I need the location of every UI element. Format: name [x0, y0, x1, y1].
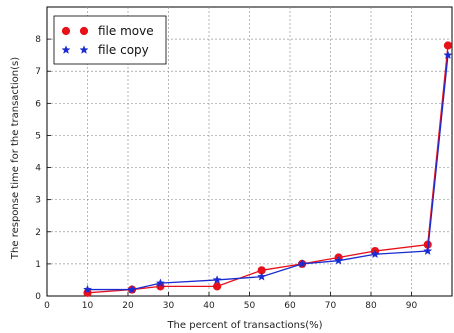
x-tick-label: 80 [365, 301, 377, 311]
x-tick-label: 30 [163, 301, 175, 311]
grid-lines [46, 7, 452, 297]
series-line-file-copy [87, 55, 449, 291]
legend-marker-file-move [79, 26, 89, 36]
y-tick-label: 1 [35, 260, 41, 270]
legend-marker-file-move [61, 26, 71, 36]
data-point-file-copy [155, 278, 165, 287]
y-tick-label: 7 [35, 67, 41, 77]
x-tick-label: 90 [406, 301, 418, 311]
y-tick-label: 5 [35, 131, 41, 141]
series-file-move [83, 41, 453, 297]
tick-labels: 0 10 20 30 40 50 60 70 80 90 0 1 2 3 4 5 6 7 8 [35, 35, 417, 311]
y-axis-label: The response time for the transaction(s) [10, 57, 21, 260]
data-point-file-copy [297, 259, 307, 268]
data-point-file-copy [127, 284, 137, 294]
legend-marker-file-copy [61, 45, 71, 54]
x-tick-label: 20 [122, 301, 134, 311]
legend-label-file-copy: file copy [98, 43, 149, 57]
data-point-file-move [443, 41, 453, 50]
data-point-file-copy [257, 271, 267, 281]
x-tick-label: 10 [82, 301, 94, 311]
x-tick-label: 60 [284, 301, 296, 311]
y-tick-label: 8 [35, 35, 41, 45]
x-tick-label: 40 [203, 301, 215, 311]
series-file-copy [82, 50, 453, 294]
data-point-file-copy [370, 249, 380, 259]
data-point-file-copy [423, 246, 433, 255]
y-tick-label: 0 [35, 292, 41, 302]
series-line-file-move [87, 45, 449, 294]
x-axis-label: The percent of transactions(%) [166, 320, 322, 331]
y-tick-label: 6 [35, 99, 41, 109]
data-point-file-move [213, 282, 222, 291]
y-tick-label: 4 [35, 164, 41, 174]
data-point-file-copy [82, 284, 93, 294]
legend-box [53, 15, 167, 65]
x-tick-label: 50 [244, 301, 256, 311]
y-tick-label: 2 [35, 228, 41, 238]
series-layer [82, 41, 453, 297]
x-tick-label: 0 [44, 301, 50, 311]
data-point-file-copy [212, 275, 222, 284]
y-tick-label: 3 [35, 196, 41, 206]
data-point-file-copy [334, 255, 344, 265]
x-tick-label: 70 [325, 301, 337, 311]
legend-marker-file-copy [79, 45, 89, 54]
legend-label-file-move: file move [98, 24, 154, 38]
data-point-file-copy [443, 50, 453, 60]
legend: file move file copy [53, 15, 167, 65]
